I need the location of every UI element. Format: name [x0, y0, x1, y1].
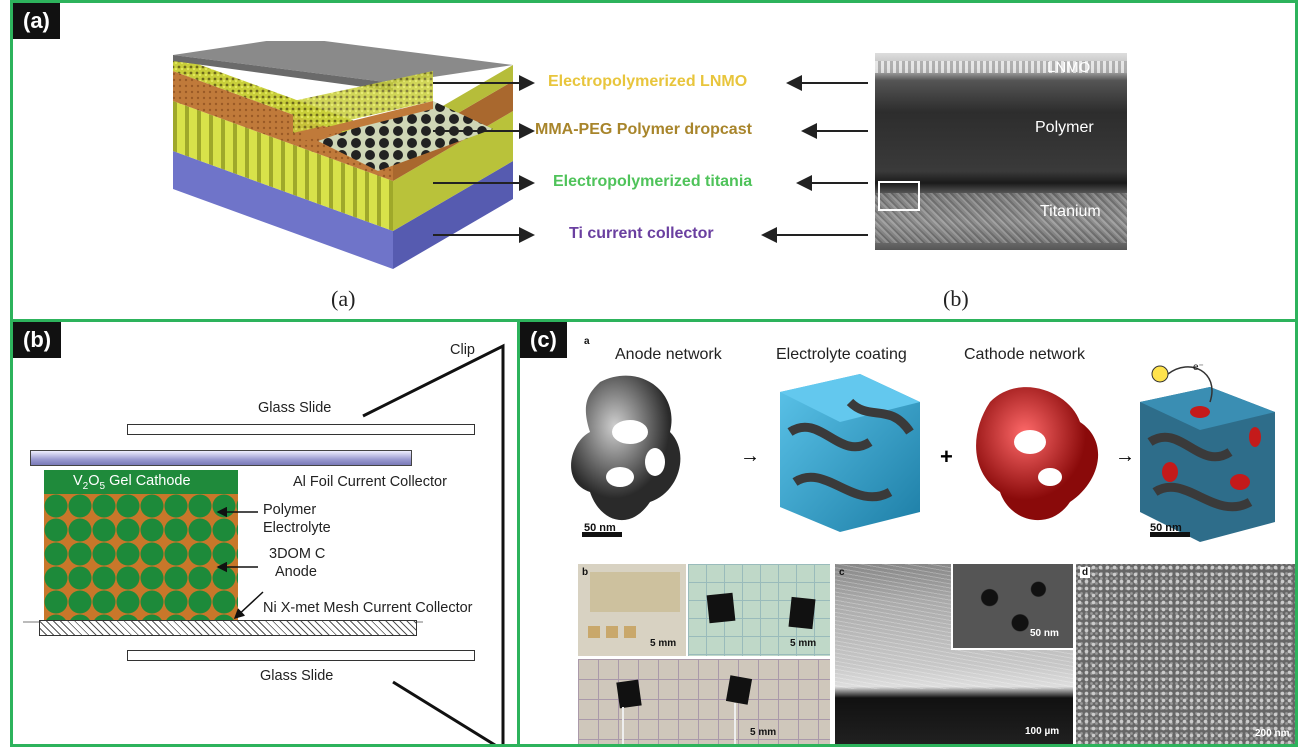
- label-titania: Electropolymerized titania: [553, 173, 753, 190]
- glass-slide-top-label: Glass Slide: [258, 400, 332, 416]
- al-foil-collector: [30, 450, 412, 466]
- scale-200nm: 200 nm: [1255, 728, 1290, 739]
- title-electrolyte-coating: Electrolyte coating: [776, 346, 907, 363]
- svg-text:+: +: [940, 444, 953, 469]
- panel-c: (c) a Anode network Electrolyte coating …: [517, 319, 1298, 747]
- panel-c-sub-c: c: [839, 567, 845, 578]
- panel-c-sub-d: d: [1080, 567, 1091, 578]
- scale-5mm-3: 5 mm: [750, 727, 777, 738]
- label-lnmo: Electropolymerized LNMO: [548, 73, 748, 90]
- ni-mesh-collector: [39, 620, 417, 636]
- sem-label-polymer: Polymer: [1035, 119, 1094, 136]
- subfigure-label-a: (a): [331, 286, 356, 311]
- subfigure-label-b: (b): [943, 286, 969, 311]
- lightbulb-icon: [1151, 365, 1169, 383]
- cathode-v-sub: 2: [82, 480, 89, 492]
- electron-label: e⁻: [1193, 362, 1204, 373]
- polymer-label-1: Polymer: [263, 502, 317, 518]
- anode-label-2: Anode: [275, 564, 317, 580]
- photo-black-squares: [688, 564, 830, 656]
- scale-50nm-inset: 50 nm: [1030, 628, 1059, 639]
- callout-arrows-b: [216, 506, 264, 620]
- photo-film-strips: [578, 564, 686, 656]
- glass-slide-bottom-label: Glass Slide: [260, 668, 334, 684]
- scale-bar-anode: 50 nm: [584, 522, 616, 534]
- cathode-anode-block: [44, 470, 238, 620]
- clip-label: Clip: [450, 342, 475, 358]
- sem-zoom-box: [878, 181, 920, 211]
- glass-slide-top: [127, 424, 475, 435]
- sem-cross-section-c: [835, 564, 1073, 744]
- polymer-label-2: Electrolyte: [263, 520, 331, 536]
- panel-a-tag: (a): [13, 3, 60, 39]
- scale-5mm-1: 5 mm: [650, 638, 677, 649]
- anode-label-1: 3DOM C: [269, 546, 326, 562]
- sem-cross-section-image: LNMO Polymer Titanium: [875, 53, 1127, 250]
- svg-text:→: →: [740, 445, 760, 467]
- svg-text:→: →: [1115, 445, 1135, 467]
- panel-b: (b) Clip Glass Slide Al Foil Current Col…: [10, 319, 521, 747]
- arrows-right-a: [761, 75, 868, 243]
- panel-c-sub-b: b: [582, 567, 589, 578]
- gyroid-sequence: → + →: [571, 365, 1275, 542]
- anode-network-icon: [571, 375, 681, 521]
- scale-5mm-2: 5 mm: [790, 638, 817, 649]
- cathode-network-icon: [976, 387, 1099, 521]
- arrows-left-a: [433, 75, 535, 243]
- sem-inset: [951, 564, 1073, 650]
- al-foil-label: Al Foil Current Collector: [293, 474, 447, 490]
- title-cathode-network: Cathode network: [964, 346, 1085, 363]
- sem-label-lnmo: LNMO: [1047, 59, 1091, 76]
- photo-wired-cells: [578, 659, 830, 744]
- sem-label-titanium: Titanium: [1040, 203, 1101, 220]
- sem-gyroid-surface: [1076, 564, 1295, 744]
- panel-c-tag: (c): [520, 322, 567, 358]
- glass-slide-bottom: [127, 650, 475, 661]
- cathode-o-sub: 5: [99, 480, 106, 492]
- cathode-rest: Gel Cathode: [105, 473, 191, 489]
- composite-cube-icon: [1140, 365, 1275, 542]
- cathode-v: V: [73, 473, 83, 489]
- panel-a: (a): [10, 0, 1298, 322]
- scale-100um: 100 µm: [1025, 726, 1060, 737]
- label-polymer: MMA-PEG Polymer dropcast: [535, 121, 752, 138]
- title-anode-network: Anode network: [615, 346, 722, 363]
- panel-b-tag: (b): [13, 322, 62, 358]
- ni-mesh-label: Ni X-met Mesh Current Collector: [263, 600, 473, 616]
- label-ti-collector: Ti current collector: [569, 225, 714, 242]
- electrolyte-coating-icon: [780, 374, 920, 532]
- scale-bar-composite: 50 nm: [1150, 522, 1182, 534]
- panel-c-sub-a: a: [584, 336, 590, 347]
- cathode-o: O: [88, 473, 100, 489]
- cathode-label: V2O5 Gel Cathode: [73, 473, 191, 492]
